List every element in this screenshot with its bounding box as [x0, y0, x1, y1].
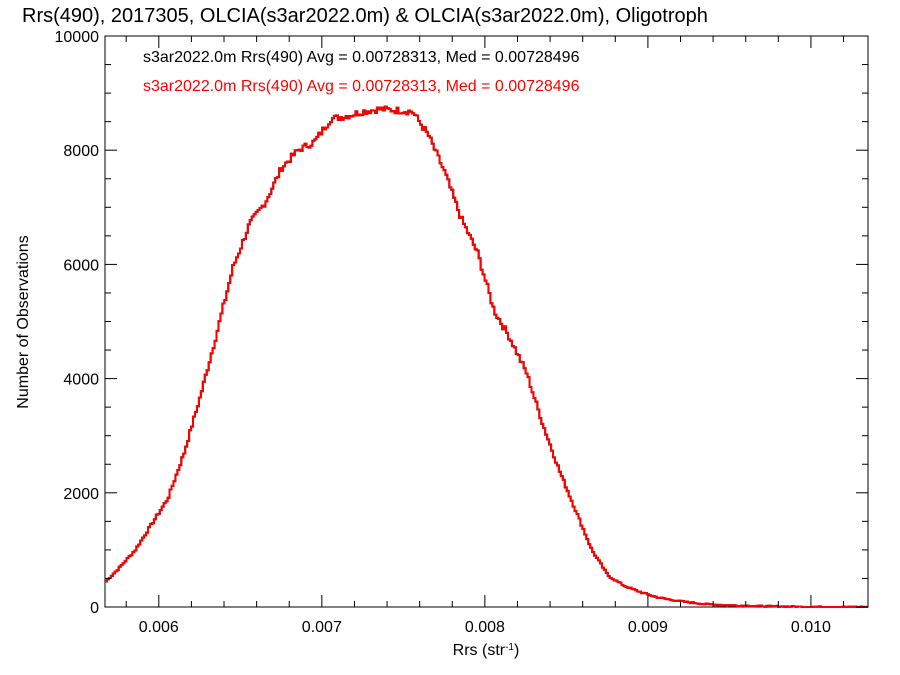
- x-axis-label-superscript: -1: [505, 642, 514, 653]
- y-tick-label: 2000: [63, 486, 99, 503]
- series-layer: [105, 105, 868, 608]
- y-tick-label: 6000: [63, 257, 99, 274]
- y-tick-label: 4000: [63, 372, 99, 389]
- x-axis-label: Rrs (str-1): [453, 642, 520, 660]
- y-axis-label: Number of Observations: [15, 235, 32, 408]
- legend-entry-red: s3ar2022.0m Rrs(490) Avg = 0.00728313, M…: [143, 78, 580, 95]
- y-tick-label: 10000: [55, 29, 100, 46]
- x-axis-label-close: ): [514, 642, 519, 659]
- series-line-red: [105, 105, 868, 608]
- legend-entry-black: s3ar2022.0m Rrs(490) Avg = 0.00728313, M…: [143, 49, 580, 66]
- series-line-black: [105, 105, 868, 608]
- x-tick-label: 0.007: [302, 619, 342, 636]
- x-tick-label: 0.009: [628, 619, 668, 636]
- chart-title: Rrs(490), 2017305, OLCIA(s3ar2022.0m) & …: [22, 5, 708, 27]
- x-tick-label: 0.006: [139, 619, 179, 636]
- y-tick-label: 0: [90, 600, 99, 617]
- axes-layer: 0 2000 4000 6000 8000 10000 0.006 0.007 0.008 0.0…: [55, 29, 868, 636]
- y-tick-label: 8000: [63, 143, 99, 160]
- x-axis-label-text: Rrs (str: [453, 642, 506, 659]
- x-tick-label: 0.008: [465, 619, 505, 636]
- x-tick-label: 0.010: [791, 619, 831, 636]
